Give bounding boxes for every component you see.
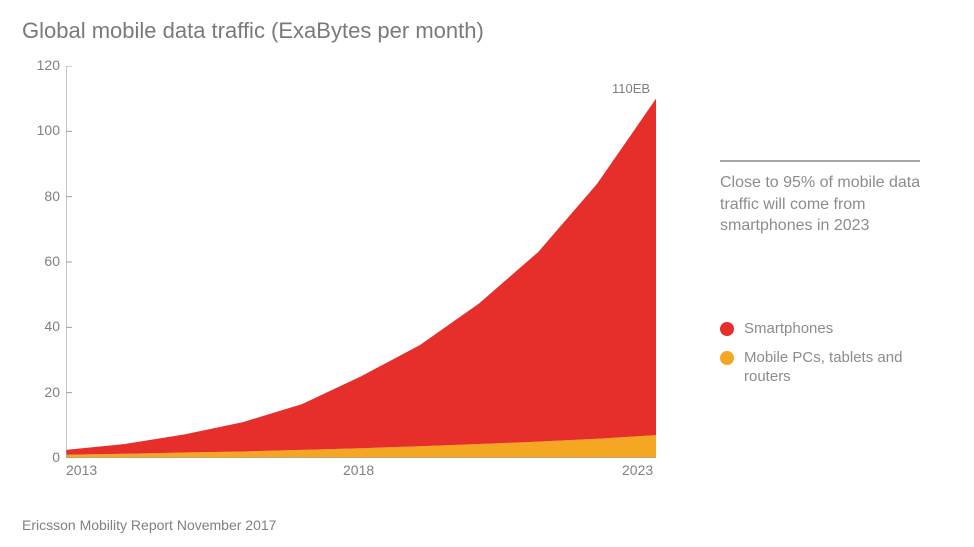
- y-tick-label: 20: [20, 384, 60, 400]
- annotation-text: Close to 95% of mobile data traffic will…: [720, 172, 930, 237]
- annotation-box: Close to 95% of mobile data traffic will…: [720, 160, 940, 237]
- peak-value-label: 110EB: [612, 81, 650, 96]
- legend-label: Mobile PCs, tablets and routers: [744, 349, 924, 387]
- y-tick-label: 100: [20, 122, 60, 138]
- x-tick-label: 2013: [66, 462, 97, 478]
- x-tick-label: 2018: [343, 462, 374, 478]
- chart-title: Global mobile data traffic (ExaBytes per…: [22, 18, 484, 44]
- y-tick-label: 0: [20, 449, 60, 465]
- y-tick-label: 40: [20, 318, 60, 334]
- chart-container: Global mobile data traffic (ExaBytes per…: [0, 0, 974, 547]
- area-series-0: [66, 99, 656, 455]
- legend-item: Mobile PCs, tablets and routers: [720, 349, 940, 387]
- legend: Smartphones Mobile PCs, tablets and route…: [720, 320, 940, 396]
- y-tick-label: 60: [20, 253, 60, 269]
- chart-area: 0 20 40 60 80 100 120 2013 2018 2023 110EB: [22, 58, 672, 498]
- legend-item: Smartphones: [720, 320, 940, 339]
- y-tick-label: 120: [20, 57, 60, 73]
- legend-swatch: [720, 322, 734, 336]
- chart-svg: [66, 66, 656, 458]
- annotation-rule: [720, 160, 920, 162]
- plot-area: [66, 66, 656, 458]
- legend-label: Smartphones: [744, 320, 833, 339]
- legend-swatch: [720, 351, 734, 365]
- source-caption: Ericsson Mobility Report November 2017: [22, 517, 276, 533]
- x-tick-label: 2023: [622, 462, 653, 478]
- y-tick-label: 80: [20, 188, 60, 204]
